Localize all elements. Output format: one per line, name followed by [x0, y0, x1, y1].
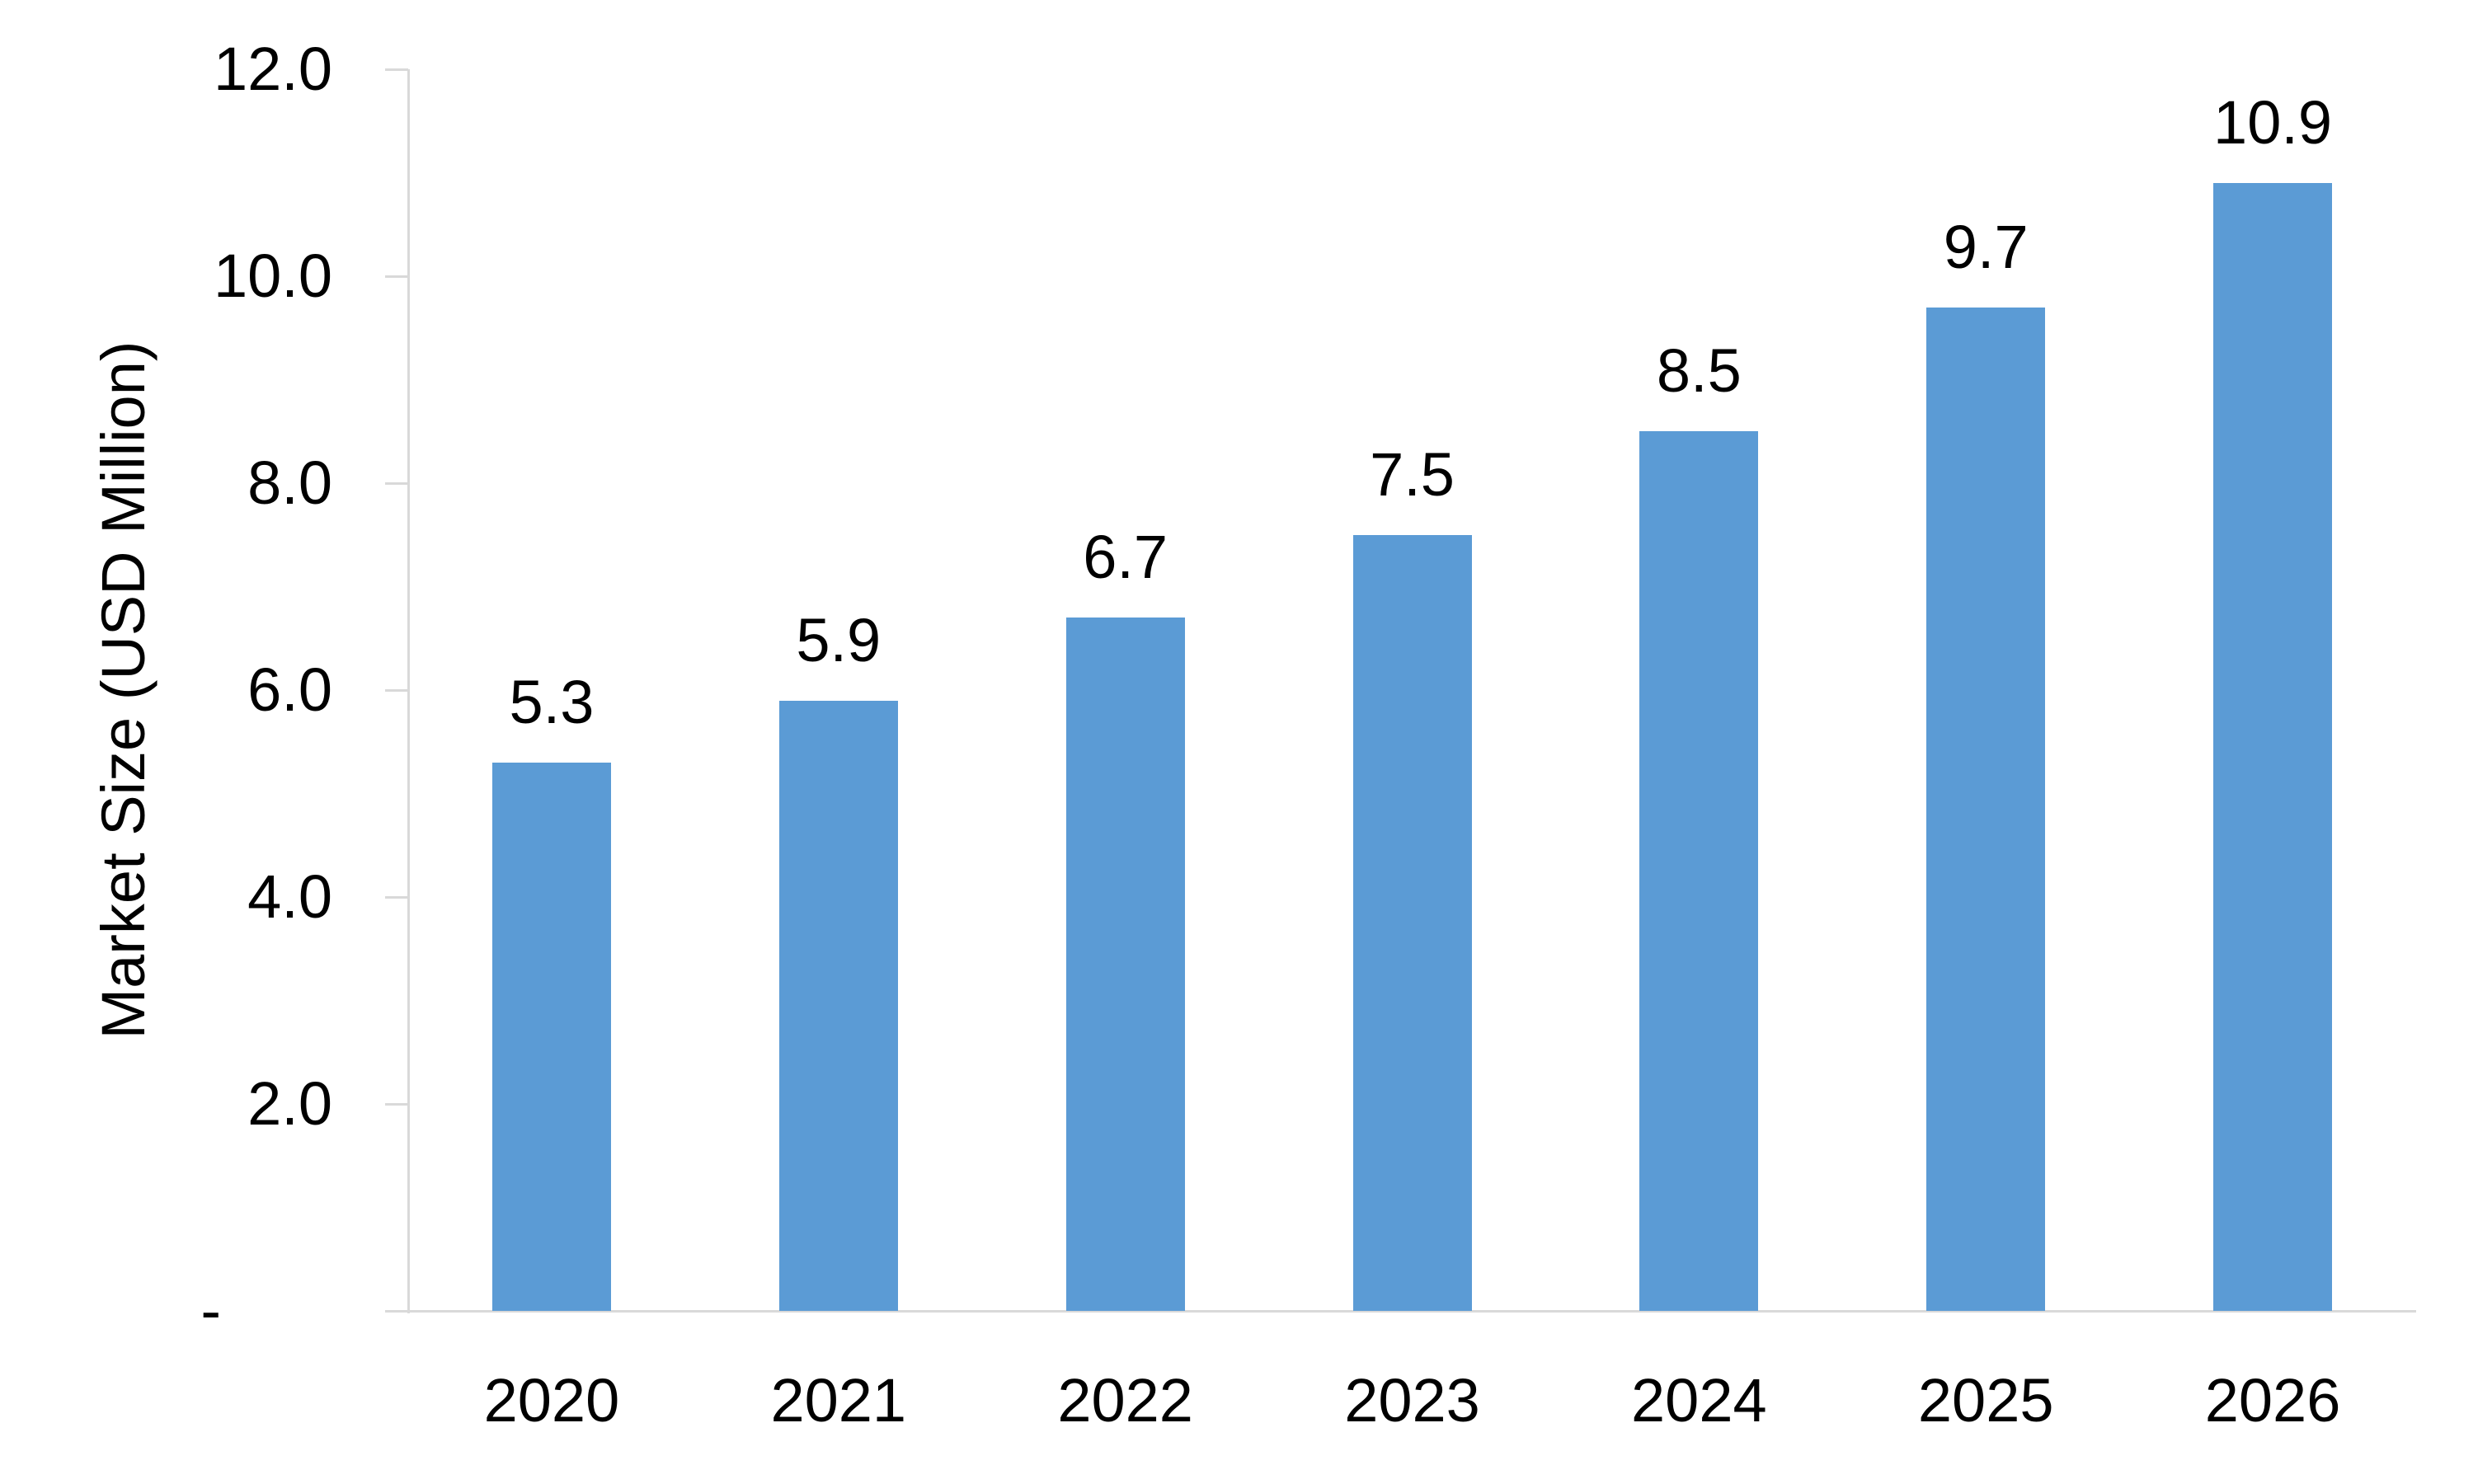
y-tick-label: 12.0 — [213, 35, 332, 103]
y-tick-label: 10.0 — [213, 242, 332, 310]
bar-value-label: 6.7 — [1083, 523, 1168, 592]
bar-value-label: 10.9 — [2213, 88, 2333, 157]
y-tick-label: - — [200, 1276, 221, 1345]
bar — [778, 700, 898, 1311]
x-tick-label: 2024 — [1631, 1366, 1767, 1435]
y-tick — [385, 68, 408, 71]
y-tick-label: 2.0 — [247, 1069, 332, 1138]
bar — [1926, 307, 2046, 1311]
x-tick-label: 2025 — [1917, 1366, 2054, 1435]
bar-value-label: 5.3 — [509, 667, 595, 736]
y-tick-label: 4.0 — [247, 862, 332, 931]
x-tick-label: 2023 — [1344, 1366, 1480, 1435]
bar-value-label: 8.5 — [1656, 336, 1742, 406]
x-tick-label: 2026 — [2204, 1366, 2341, 1435]
x-axis-line — [385, 1310, 2416, 1313]
y-tick — [385, 689, 408, 692]
x-tick-label: 2022 — [1057, 1366, 1193, 1435]
bar-value-label: 7.5 — [1370, 439, 1455, 509]
y-tick-label: 8.0 — [247, 448, 332, 517]
y-tick — [385, 482, 408, 485]
bar — [1065, 618, 1185, 1311]
bar — [2213, 183, 2333, 1311]
bar — [1639, 431, 1759, 1311]
x-tick-label: 2021 — [770, 1366, 907, 1435]
bar-value-label: 5.9 — [796, 605, 882, 674]
x-tick-label: 2020 — [483, 1366, 620, 1435]
y-axis-line — [407, 69, 410, 1313]
bar — [1352, 534, 1472, 1311]
y-tick — [385, 275, 408, 278]
bar-value-label: 9.7 — [1943, 212, 2029, 281]
y-tick-label: 6.0 — [247, 655, 332, 724]
bar — [491, 762, 611, 1311]
y-tick — [385, 896, 408, 899]
y-tick — [385, 1103, 408, 1106]
